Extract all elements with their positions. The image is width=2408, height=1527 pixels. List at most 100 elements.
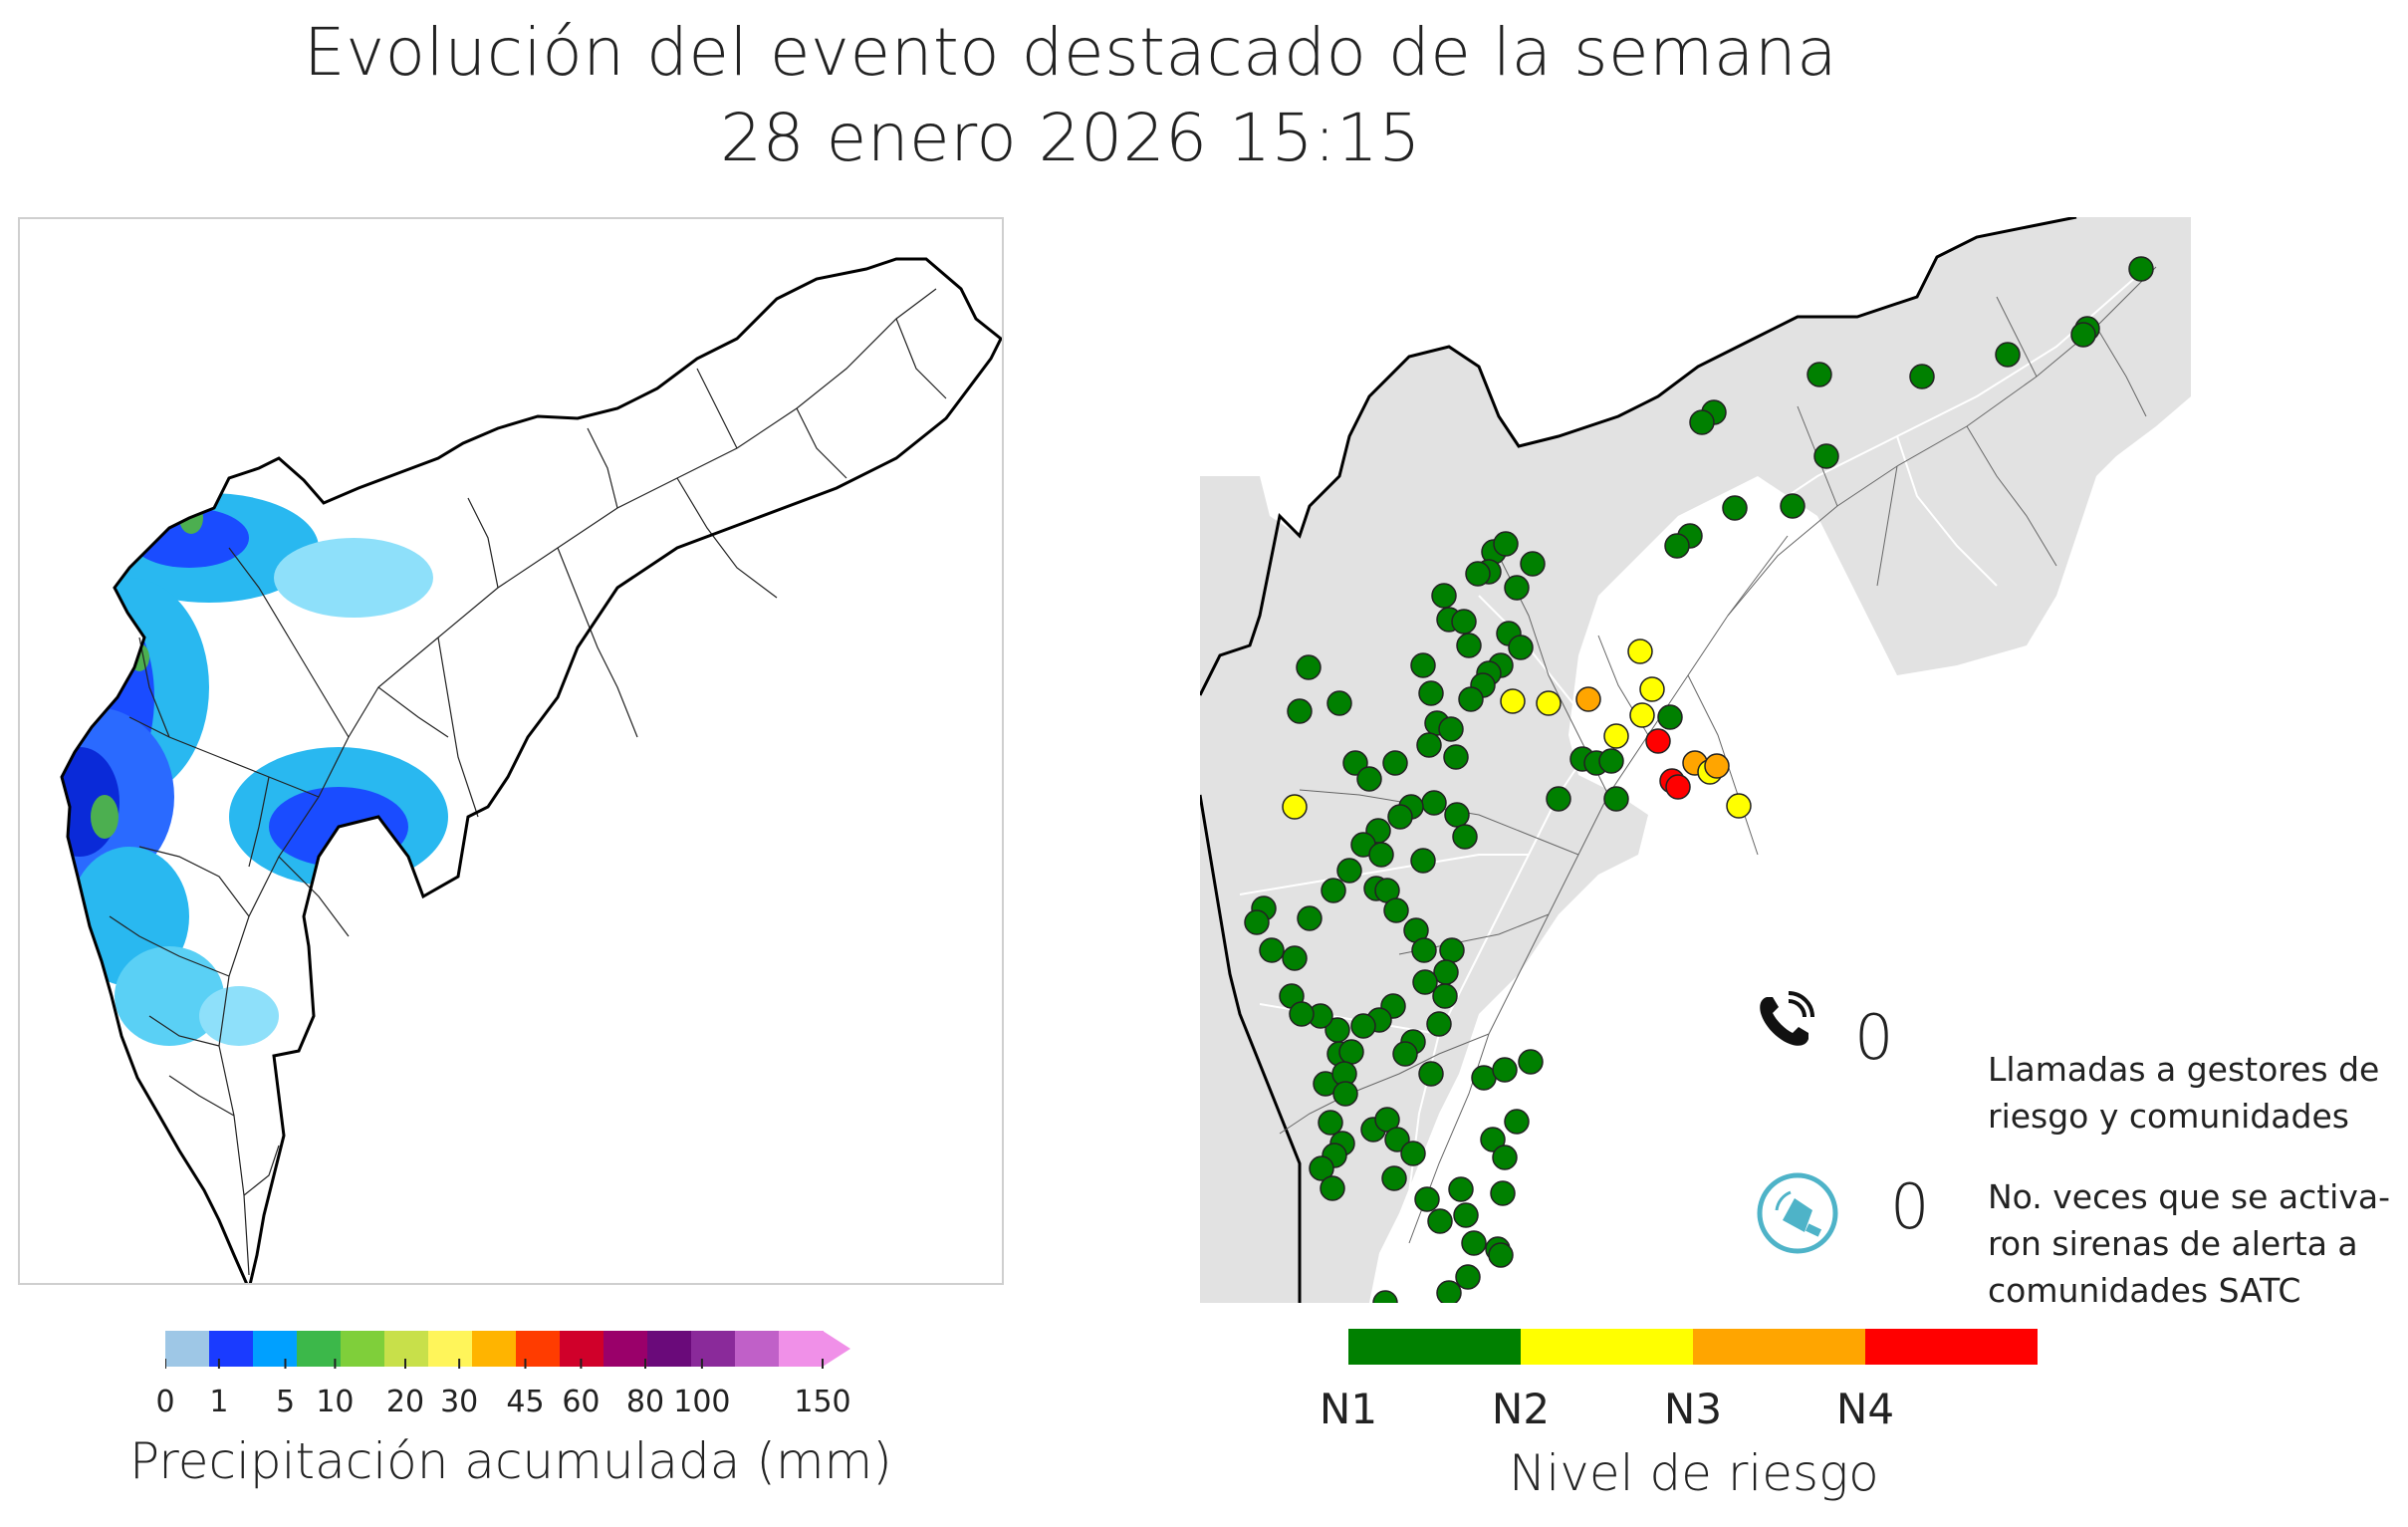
risk-station-marker (1244, 909, 1270, 935)
risk-station-marker (1452, 824, 1478, 850)
precip-color-segment (341, 1331, 385, 1367)
risk-station-marker (1400, 1141, 1426, 1166)
risk-station-marker (1392, 1041, 1418, 1067)
precip-color-segment (428, 1331, 473, 1367)
precip-tick-label: 150 (794, 1385, 851, 1419)
risk-station-marker (1480, 1127, 1506, 1152)
risk-station-marker (1453, 1202, 1479, 1228)
risk-station-marker (1704, 753, 1730, 779)
risk-station-marker (1326, 690, 1352, 716)
precip-color-segment (253, 1331, 298, 1367)
precip-color-segment (735, 1331, 780, 1367)
risk-station-marker (1350, 1013, 1376, 1039)
risk-station-marker (1338, 1039, 1364, 1065)
risk-station-marker (1439, 937, 1465, 963)
risk-station-marker (1492, 1057, 1518, 1083)
precip-tick-label: 5 (275, 1385, 296, 1419)
risk-station-marker (1722, 495, 1748, 521)
basin-area (62, 259, 1001, 1283)
risk-station-marker (1321, 878, 1346, 903)
risk-station-marker (1665, 774, 1691, 800)
precip-color-segment (560, 1331, 604, 1367)
risk-station-marker (1443, 744, 1469, 770)
risk-station-marker (1427, 1208, 1453, 1234)
risk-station-marker (1426, 1011, 1452, 1037)
risk-level-label: N3 (1663, 1385, 1723, 1433)
risk-station-marker (1382, 750, 1408, 776)
title-line-1: Evolución del evento destacado de la sem… (303, 14, 1838, 91)
risk-station-marker (1412, 969, 1438, 995)
risk-station-marker (1909, 364, 1935, 389)
precip-tick-label: 60 (562, 1385, 601, 1419)
risk-station-marker (1657, 704, 1683, 730)
risk-station-marker (1575, 686, 1601, 712)
risk-station-marker (1629, 702, 1655, 728)
risk-station-marker (1455, 1264, 1481, 1290)
risk-station-marker (1995, 342, 2021, 368)
precip-color-segment (516, 1331, 561, 1367)
precip-tick-label: 45 (506, 1385, 545, 1419)
basin-outline-west (1200, 794, 1302, 1303)
risk-station-marker (1627, 638, 1653, 664)
risk-station-marker (1461, 1230, 1487, 1256)
risk-station-marker (1309, 1155, 1334, 1181)
risk-station-marker (1536, 690, 1562, 716)
calls-label: Llamadas a gestores de riesgo y comunida… (1988, 1050, 2380, 1136)
streams (1239, 276, 2137, 1294)
precip-color-segment (472, 1331, 517, 1367)
risk-station-marker (2128, 256, 2154, 282)
risk-station-marker (1436, 1280, 1462, 1303)
risk-station-marker (1444, 802, 1470, 828)
risk-station-marker (1490, 1180, 1516, 1206)
precip-tick-label: 100 (673, 1385, 731, 1419)
risk-station-marker (1297, 905, 1323, 931)
risk-colorbar (1348, 1329, 2038, 1365)
risk-station-marker (1416, 732, 1442, 758)
risk-station-marker (1806, 362, 1832, 387)
risk-station-marker (1451, 609, 1477, 635)
risk-station-marker (1504, 1109, 1530, 1135)
risk-colorbar-svg (1348, 1329, 2038, 1365)
risk-station-marker (1418, 1061, 1444, 1087)
precip-color-segment (209, 1331, 254, 1367)
risk-station-marker (1689, 409, 1715, 435)
risk-station-marker (1500, 688, 1526, 714)
risk-station-marker (1410, 652, 1436, 678)
risk-station-marker (1645, 728, 1671, 754)
risk-station-marker (1282, 945, 1308, 971)
title-line-2: 28 enero 2026 15:15 (720, 100, 1421, 176)
risk-station-marker (1374, 1107, 1400, 1133)
risk-station-marker (1410, 848, 1436, 874)
risk-station-marker (1598, 748, 1624, 774)
risk-station-marker (1726, 793, 1752, 819)
risk-station-marker (1282, 794, 1308, 820)
risk-station-marker (2070, 322, 2096, 348)
risk-color-segment (1865, 1329, 2038, 1365)
risk-station-marker (1414, 1186, 1440, 1212)
calls-count: 0 (1854, 1001, 1894, 1074)
risk-station-marker (1411, 937, 1437, 963)
precip-color-segment (647, 1331, 692, 1367)
risk-station-marker (1372, 1290, 1398, 1303)
risk-station-marker (1603, 786, 1629, 812)
risk-station-marker (1438, 716, 1464, 742)
risk-colorbar-ticks: N1 N2 N3 N4 (1320, 1385, 2038, 1434)
risk-station-marker (1456, 633, 1482, 658)
precip-color-segment (691, 1331, 736, 1367)
risk-station-marker (1296, 654, 1322, 680)
risk-station-marker (1324, 1017, 1350, 1043)
risk-station-marker (1488, 1242, 1514, 1268)
risk-station-marker (1520, 551, 1546, 577)
risk-station-marker (1431, 583, 1457, 609)
precip-color-segment (779, 1331, 824, 1367)
risk-level-label: N1 (1319, 1385, 1378, 1433)
risk-station-marker (1381, 1165, 1407, 1191)
risk-color-segment (1693, 1329, 1865, 1365)
risk-station-marker (1384, 1127, 1410, 1152)
risk-map (1200, 217, 2191, 1303)
risk-station-marker (1342, 750, 1368, 776)
sirens-label: No. veces que se activa- ron sirenas de … (1988, 1177, 2391, 1310)
risk-station-marker (1287, 698, 1313, 724)
risk-station-marker (1813, 443, 1839, 469)
risk-station-marker (1432, 983, 1458, 1009)
